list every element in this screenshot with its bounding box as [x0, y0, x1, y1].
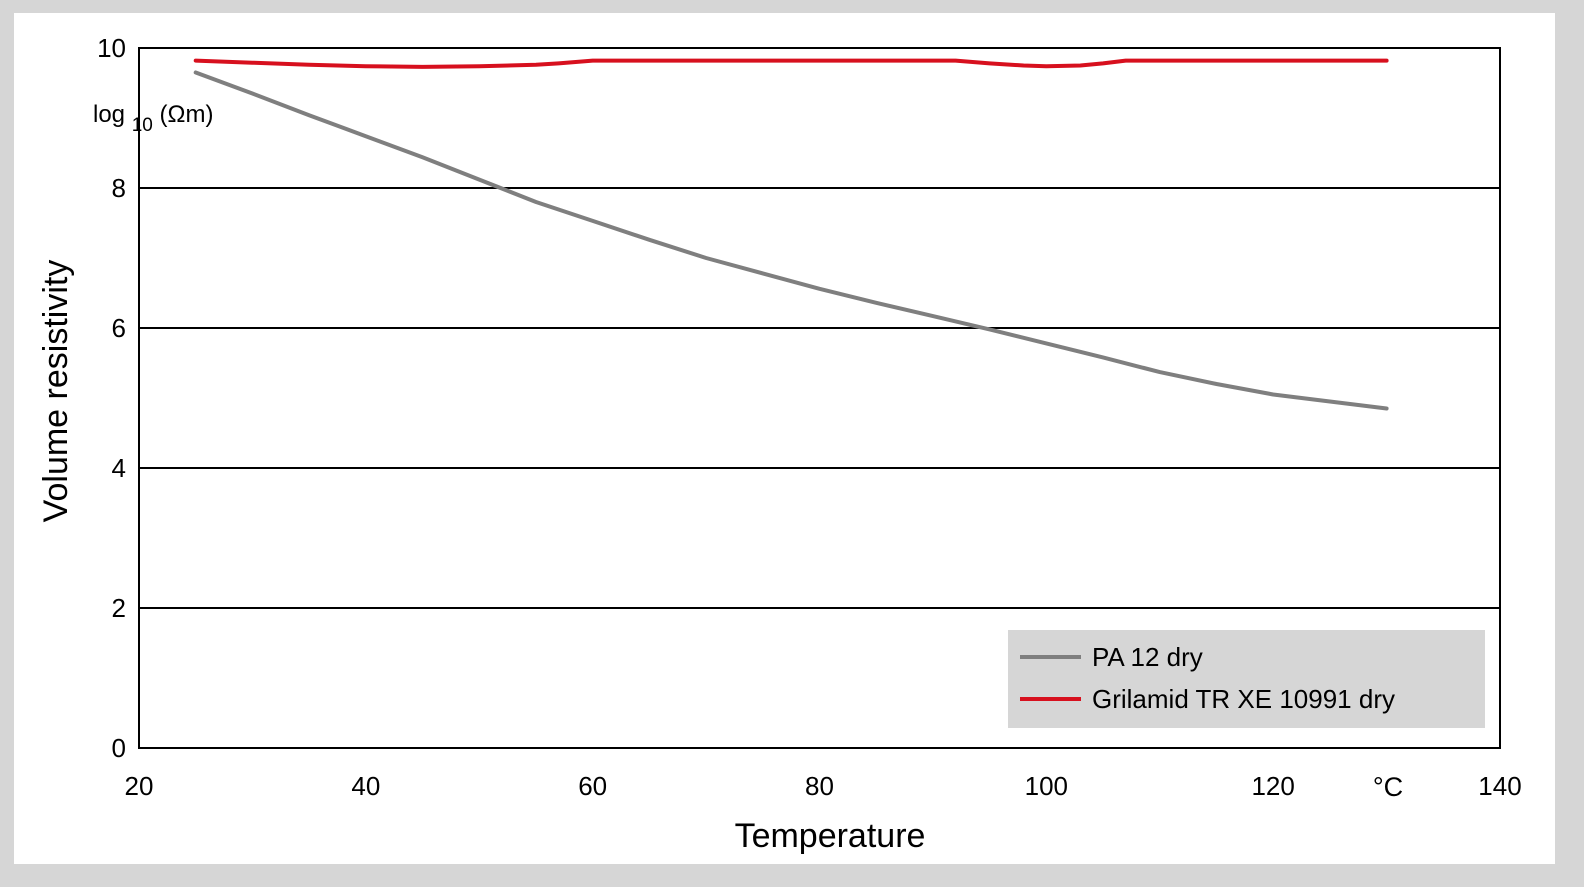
y-tick-label: 10	[97, 33, 126, 63]
y-tick-labels: 0 2 4 6 8 10	[97, 33, 126, 763]
y-axis-label: Volume resistivity	[37, 260, 75, 523]
y-unit-subscript: 10	[132, 115, 153, 136]
legend: PA 12 dry Grilamid TR XE 10991 dry	[1008, 630, 1485, 728]
x-unit-label: °C	[1373, 772, 1403, 802]
x-tick-label: 100	[1025, 771, 1068, 801]
x-tick-label: 20	[125, 771, 154, 801]
legend-label: Grilamid TR XE 10991 dry	[1092, 684, 1395, 714]
legend-label: PA 12 dry	[1092, 642, 1203, 672]
x-tick-label: 40	[351, 771, 380, 801]
series-line	[193, 70, 1389, 411]
y-tick-label: 2	[112, 593, 126, 623]
y-tick-label: 6	[112, 313, 126, 343]
y-unit-base: log	[93, 101, 125, 128]
x-axis-label: Temperature	[735, 817, 926, 855]
x-tick-label: 60	[578, 771, 607, 801]
y-tick-label: 8	[112, 173, 126, 203]
chart-frame: 0 2 4 6 8 10 20 40 60 80 100 120 140 log 10 (Ωm) °C…	[14, 13, 1555, 864]
legend-background	[1008, 630, 1485, 728]
x-tick-label: 140	[1478, 771, 1521, 801]
plot-area-border	[138, 47, 1501, 749]
y-unit-rest: (Ωm)	[160, 101, 214, 128]
x-tick-label: 80	[805, 771, 834, 801]
y-tick-label: 4	[112, 453, 126, 483]
y-tick-label: 0	[112, 733, 126, 763]
volume-resistivity-chart: 0 2 4 6 8 10 20 40 60 80 100 120 140 log 10 (Ωm) °C…	[37, 33, 1522, 855]
grid-lines	[139, 187, 1500, 609]
x-tick-label: 120	[1251, 771, 1294, 801]
series-lines	[193, 58, 1389, 411]
series-line	[193, 58, 1389, 69]
y-unit-label: log 10 (Ωm)	[93, 101, 213, 137]
x-tick-labels: 20 40 60 80 100 120 140	[125, 771, 1522, 801]
